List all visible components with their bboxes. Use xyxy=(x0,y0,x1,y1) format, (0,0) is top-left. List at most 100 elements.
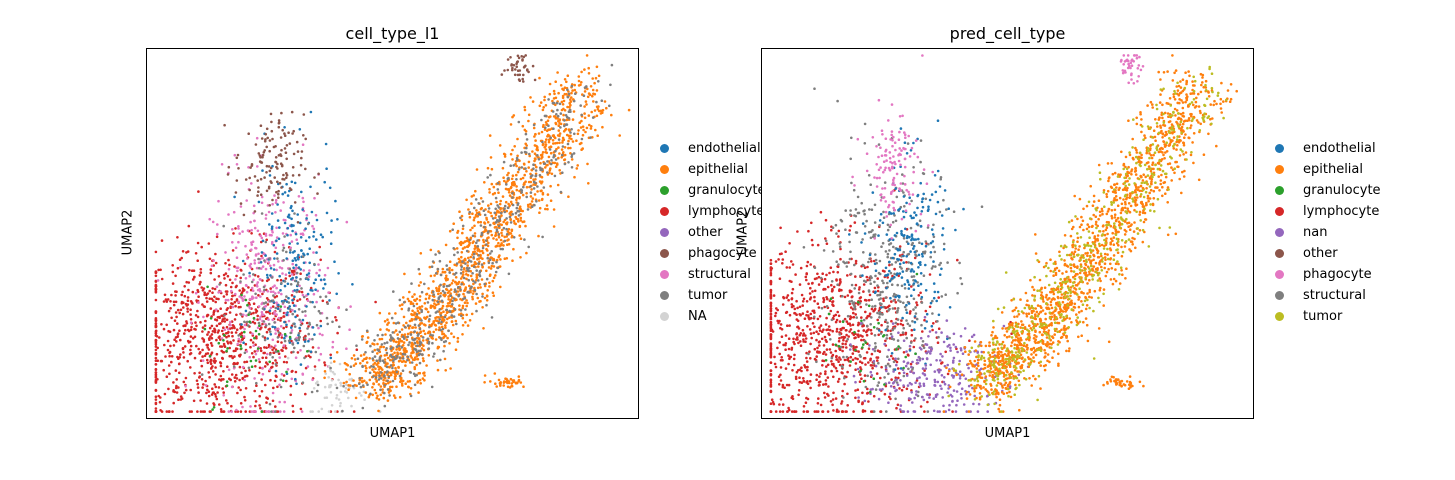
scatter-point xyxy=(502,381,506,384)
scatter-point xyxy=(477,202,481,205)
scatter-point xyxy=(288,251,292,254)
scatter-point xyxy=(167,410,171,413)
scatter-point xyxy=(415,297,419,301)
scatter-point xyxy=(481,257,484,261)
scatter-point xyxy=(826,376,830,379)
scatter-point xyxy=(290,326,293,329)
scatter-point xyxy=(828,328,832,332)
scatter-point xyxy=(851,331,854,335)
scatter-point xyxy=(165,300,169,303)
scatter-point xyxy=(198,371,201,375)
legend-item-endothelial: endothelial xyxy=(1275,138,1381,159)
scatter-point xyxy=(530,188,533,191)
scatter-point xyxy=(274,198,278,202)
scatter-point xyxy=(410,312,413,316)
scatter-point xyxy=(448,301,451,305)
scatter-point xyxy=(492,257,496,261)
scatter-point xyxy=(295,382,298,386)
scatter-point xyxy=(278,181,282,185)
scatter-point xyxy=(854,362,858,365)
scatter-point xyxy=(842,260,845,264)
scatter-point xyxy=(268,139,272,142)
scatter-point xyxy=(253,262,257,265)
scatter-point xyxy=(556,114,560,118)
scatter-point xyxy=(905,240,909,244)
scatter-point xyxy=(266,352,269,356)
scatter-point xyxy=(505,217,508,220)
scatter-point xyxy=(261,356,265,360)
scatter-point xyxy=(448,260,452,264)
scatter-point xyxy=(235,299,239,302)
scatter-point xyxy=(822,383,825,386)
scatter-point xyxy=(466,324,470,327)
scatter-point xyxy=(271,231,274,234)
scatter-point xyxy=(261,292,264,296)
scatter-point xyxy=(423,316,426,320)
scatter-point xyxy=(172,344,176,347)
scatter-point xyxy=(774,314,777,318)
scatter-point xyxy=(291,343,295,346)
scatter-point xyxy=(869,328,873,332)
scatter-point xyxy=(456,290,460,293)
scatter-point xyxy=(820,280,823,283)
scatter-point xyxy=(168,372,171,376)
scatter-point xyxy=(238,355,242,358)
scatter-point xyxy=(824,372,827,376)
scatter-point xyxy=(343,390,347,393)
scatter-point xyxy=(447,298,450,301)
scatter-point xyxy=(255,309,259,313)
scatter-point xyxy=(776,308,779,312)
scatter-point xyxy=(453,288,457,291)
scatter-point xyxy=(179,338,182,342)
legend-label: phagocyte xyxy=(1303,267,1372,282)
scatter-point xyxy=(186,299,190,303)
scatter-point xyxy=(154,363,158,366)
scatter-point xyxy=(845,320,849,323)
scatter-point xyxy=(255,283,259,286)
scatter-point xyxy=(275,239,278,242)
scatter-point xyxy=(270,410,273,413)
scatter-point xyxy=(508,386,512,389)
scatter-point xyxy=(264,138,267,141)
scatter-point xyxy=(299,363,303,366)
scatter-point xyxy=(365,329,369,333)
scatter-point xyxy=(421,353,424,356)
scatter-point xyxy=(258,360,262,364)
scatter-point xyxy=(314,213,318,217)
scatter-point xyxy=(876,277,879,280)
scatter-point xyxy=(573,132,576,136)
scatter-point xyxy=(237,300,240,304)
scatter-point xyxy=(510,177,514,181)
scatter-point xyxy=(512,236,516,239)
scatter-point xyxy=(252,204,256,208)
scatter-point xyxy=(802,379,806,383)
scatter-point xyxy=(428,294,431,298)
scatter-point xyxy=(532,187,536,190)
scatter-point xyxy=(214,373,217,376)
scatter-point xyxy=(813,325,816,329)
scatter-point xyxy=(401,303,404,306)
scatter-point xyxy=(563,92,567,96)
scatter-point xyxy=(464,258,467,262)
scatter-point xyxy=(263,351,267,355)
scatter-point xyxy=(532,123,536,127)
scatter-point xyxy=(388,358,392,362)
scatter-point xyxy=(234,304,237,308)
scatter-point xyxy=(531,197,535,200)
scatter-point xyxy=(383,361,386,364)
scatter-point xyxy=(214,366,217,369)
scatter-point xyxy=(483,381,486,384)
scatter-point xyxy=(255,165,259,168)
scatter-point xyxy=(374,300,377,304)
legend-label: epithelial xyxy=(1303,162,1363,177)
scatter-point xyxy=(901,331,905,334)
scatter-point xyxy=(534,181,537,185)
scatter-point xyxy=(423,379,426,382)
scatter-point xyxy=(848,289,852,293)
scatter-point xyxy=(563,146,567,149)
scatter-point xyxy=(215,352,219,356)
scatter-point xyxy=(411,302,415,306)
scatter-point xyxy=(228,263,231,267)
scatter-point xyxy=(473,216,476,219)
scatter-point xyxy=(311,326,315,329)
